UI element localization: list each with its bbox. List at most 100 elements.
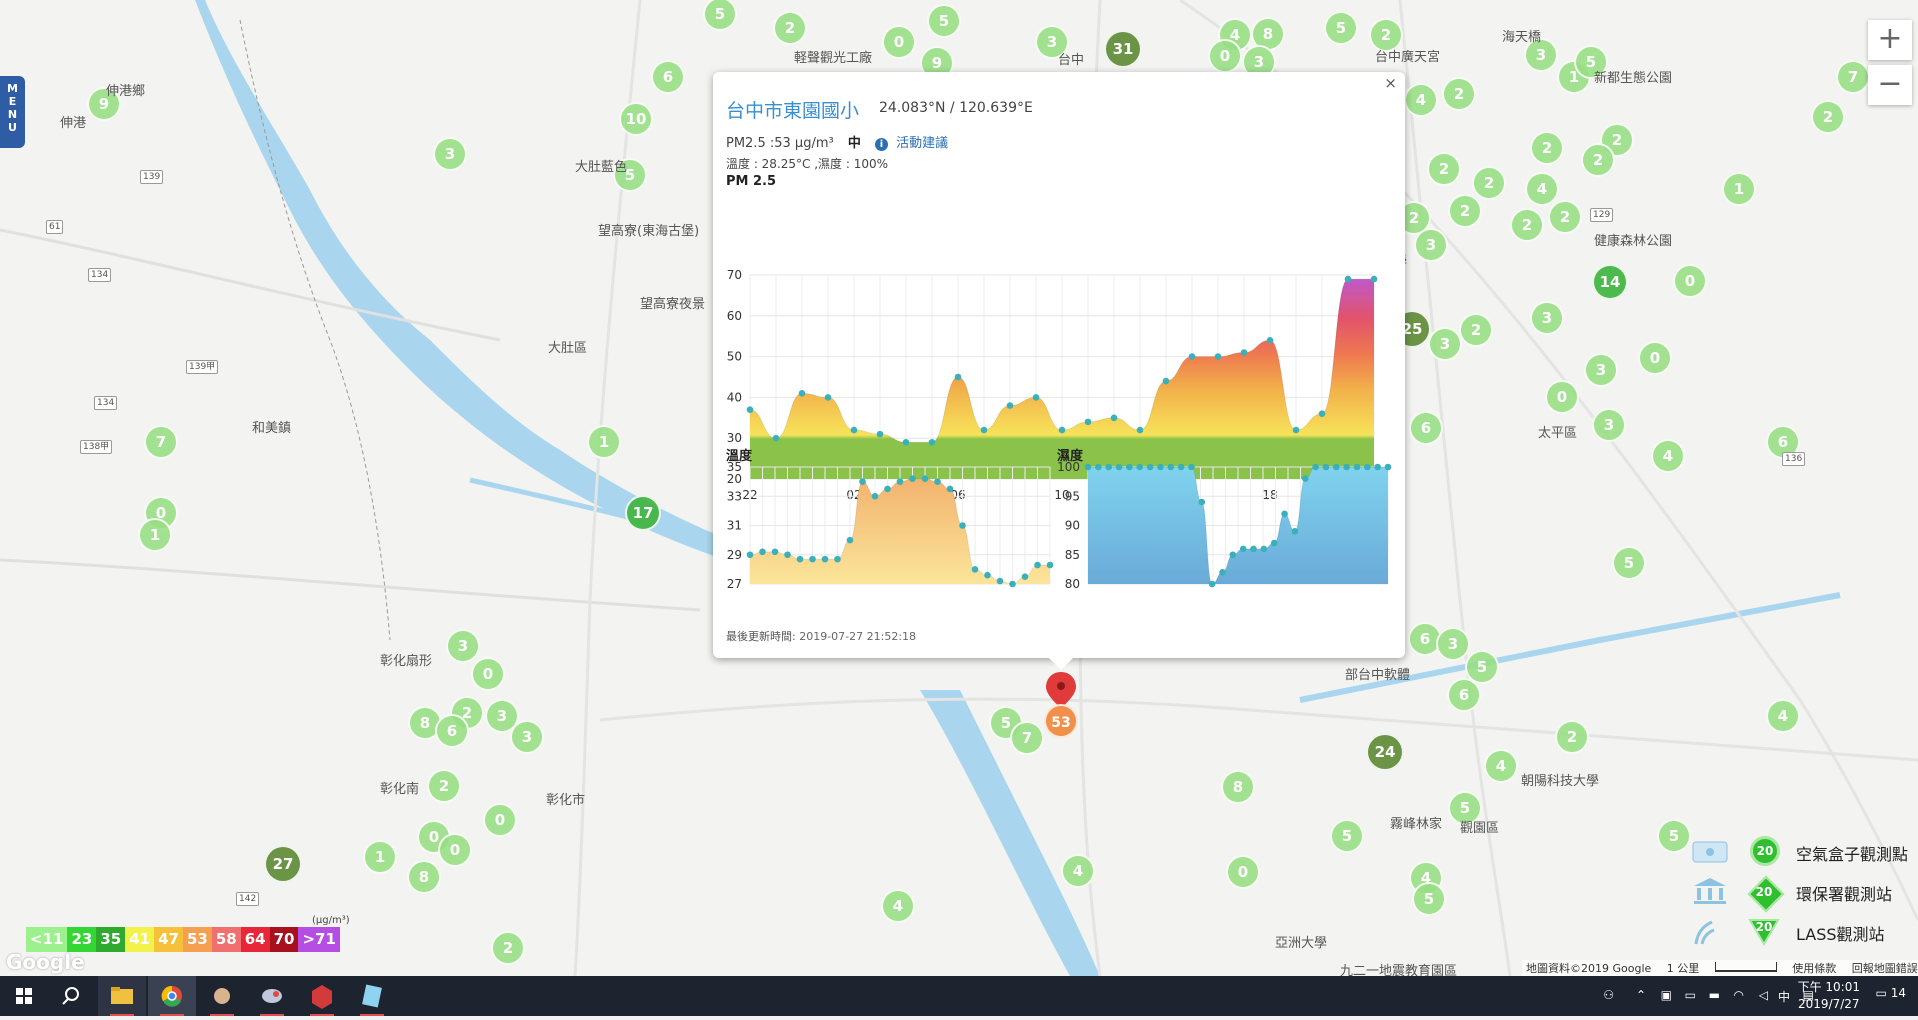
- taskbar-app-3[interactable]: [198, 976, 246, 1016]
- station-cluster[interactable]: 24: [1366, 733, 1404, 771]
- station-cluster[interactable]: 0: [438, 833, 472, 867]
- menu-tab[interactable]: MENU: [0, 76, 25, 148]
- station-cluster[interactable]: 2: [1510, 208, 1544, 242]
- station-cluster[interactable]: 2: [1442, 77, 1476, 111]
- station-cluster[interactable]: 3: [1035, 25, 1069, 59]
- station-cluster[interactable]: 14: [1592, 264, 1628, 300]
- station-cluster[interactable]: 4: [1484, 749, 1518, 783]
- station-cluster[interactable]: 3: [1436, 627, 1470, 661]
- start-button[interactable]: [0, 976, 48, 1016]
- security-icon[interactable]: ▣: [1660, 988, 1672, 1002]
- station-cluster[interactable]: 5: [1574, 45, 1608, 79]
- station-cluster[interactable]: 27: [264, 845, 302, 883]
- station-cluster[interactable]: 2: [1530, 131, 1564, 165]
- station-cluster[interactable]: 1: [587, 425, 621, 459]
- station-cluster[interactable]: 0: [471, 657, 505, 691]
- station-cluster[interactable]: 8: [1221, 770, 1255, 804]
- station-cluster[interactable]: 3: [1428, 327, 1462, 361]
- station-cluster[interactable]: 4: [1525, 172, 1559, 206]
- ime-indicator[interactable]: 中: [1777, 990, 1790, 1004]
- taskbar-app-6[interactable]: [348, 976, 396, 1016]
- taskbar-file-explorer[interactable]: [98, 976, 146, 1016]
- station-cluster[interactable]: 3: [1584, 353, 1618, 387]
- taskbar-sketchup[interactable]: [298, 976, 346, 1016]
- station-cluster[interactable]: 2: [1448, 194, 1482, 228]
- station-cluster[interactable]: 4: [1766, 699, 1800, 733]
- station-cluster[interactable]: 3: [1524, 38, 1558, 72]
- station-cluster[interactable]: 5: [1465, 650, 1499, 684]
- activity-advice-link[interactable]: 活動建議: [896, 136, 949, 151]
- station-cluster[interactable]: 6: [651, 60, 685, 94]
- station-cluster[interactable]: 3: [1592, 408, 1626, 442]
- station-cluster[interactable]: 4: [1061, 854, 1095, 888]
- station-cluster[interactable]: 5: [1448, 791, 1482, 825]
- info-icon[interactable]: i: [875, 138, 888, 151]
- station-cluster[interactable]: 2: [1581, 143, 1615, 177]
- clipboard-icon[interactable]: ▤: [1802, 988, 1814, 1002]
- station-cluster[interactable]: 5: [703, 0, 737, 31]
- station-cluster[interactable]: 0: [483, 803, 517, 837]
- chevron-up-icon[interactable]: ⌃: [1635, 988, 1646, 1002]
- battery-icon[interactable]: ▭: [1684, 988, 1696, 1002]
- station-cluster[interactable]: 2: [1427, 152, 1461, 186]
- station-cluster[interactable]: 2: [491, 931, 525, 965]
- station-cluster[interactable]: 7: [1836, 60, 1870, 94]
- station-cluster[interactable]: 8: [407, 860, 441, 894]
- station-cluster[interactable]: 6: [1409, 411, 1443, 445]
- station-cluster[interactable]: 3: [446, 629, 480, 663]
- terms-link[interactable]: 使用條款: [1792, 962, 1837, 975]
- station-cluster[interactable]: 0: [1226, 855, 1260, 889]
- station-cluster[interactable]: 5: [613, 158, 647, 192]
- station-cluster[interactable]: 2: [1548, 200, 1582, 234]
- report-error-link[interactable]: 回報地圖錯誤: [1851, 962, 1918, 975]
- station-cluster[interactable]: 2: [427, 769, 461, 803]
- station-cluster[interactable]: 2: [773, 11, 807, 45]
- station-cluster[interactable]: 3: [1530, 301, 1564, 335]
- station-cluster[interactable]: 5: [927, 4, 961, 38]
- station-cluster[interactable]: 9: [87, 87, 121, 121]
- station-cluster[interactable]: 2: [1369, 18, 1403, 52]
- station-cluster[interactable]: 5: [1657, 819, 1691, 853]
- taskbar-app-4[interactable]: [248, 976, 296, 1016]
- station-cluster[interactable]: 5: [1412, 882, 1446, 916]
- notification-button[interactable]: ▭ 14: [1876, 986, 1906, 1000]
- station-cluster[interactable]: 2: [1555, 720, 1589, 754]
- station-cluster[interactable]: 1: [1722, 172, 1756, 206]
- station-cluster[interactable]: 10: [619, 102, 653, 136]
- search-button[interactable]: [48, 976, 96, 1016]
- station-cluster[interactable]: 5: [1612, 546, 1646, 580]
- folder-tray-icon[interactable]: ▬: [1708, 988, 1720, 1002]
- zoom-in-button[interactable]: +: [1868, 20, 1912, 60]
- station-cluster[interactable]: 0: [1673, 264, 1707, 298]
- close-button[interactable]: ×: [1384, 74, 1397, 92]
- station-cluster[interactable]: 31: [1104, 30, 1142, 68]
- station-cluster[interactable]: 3: [1414, 228, 1448, 262]
- station-cluster[interactable]: 1: [138, 518, 172, 552]
- station-cluster[interactable]: 2: [1811, 100, 1845, 134]
- station-cluster[interactable]: 1: [363, 840, 397, 874]
- station-cluster[interactable]: 25: [1393, 310, 1431, 348]
- station-cluster[interactable]: 2: [1459, 313, 1493, 347]
- wifi-icon[interactable]: ◠: [1733, 988, 1744, 1002]
- station-cluster[interactable]: 3: [433, 137, 467, 171]
- station-cluster[interactable]: 4: [881, 889, 915, 923]
- station-cluster[interactable]: 2: [1472, 166, 1506, 200]
- volume-icon[interactable]: ◁: [1758, 988, 1768, 1002]
- station-cluster[interactable]: 3: [510, 720, 544, 754]
- station-cluster[interactable]: 4: [1651, 439, 1685, 473]
- people-icon[interactable]: ⚇: [1603, 988, 1614, 1002]
- station-cluster[interactable]: 5: [1330, 819, 1364, 853]
- station-cluster[interactable]: 4: [1404, 83, 1438, 117]
- station-cluster[interactable]: 7: [1010, 721, 1044, 755]
- station-cluster[interactable]: 6: [1447, 678, 1481, 712]
- station-cluster[interactable]: 17: [625, 495, 661, 531]
- station-cluster[interactable]: 0: [1545, 380, 1579, 414]
- clock[interactable]: 下午 10:01 2019/7/27: [1798, 979, 1860, 1013]
- station-cluster[interactable]: 6: [435, 714, 469, 748]
- station-cluster[interactable]: 7: [144, 425, 178, 459]
- station-cluster[interactable]: 5: [1324, 11, 1358, 45]
- station-cluster[interactable]: 0: [882, 25, 916, 59]
- station-cluster[interactable]: 0: [1208, 39, 1242, 73]
- zoom-out-button[interactable]: −: [1868, 65, 1912, 105]
- taskbar-chrome[interactable]: [148, 976, 196, 1016]
